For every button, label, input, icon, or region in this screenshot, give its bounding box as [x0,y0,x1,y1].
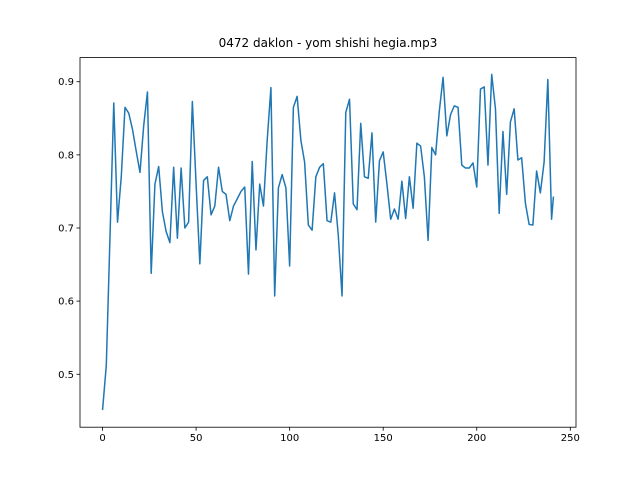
plot-frame [79,57,577,428]
x-tick-label: 0 [99,433,105,444]
y-tick-label: 0.7 [58,223,74,234]
y-tick-label: 0.5 [58,370,74,381]
y-tick-label: 0.8 [58,150,74,161]
y-tick-label: 0.6 [58,297,74,308]
x-tick-label: 150 [374,433,393,444]
x-tick-label: 100 [280,433,299,444]
x-tick-label: 200 [467,433,486,444]
data-line [101,73,555,411]
x-tick-label: 50 [190,433,203,444]
chart-title: 0472 daklon - yom shishi hegia.mp3 [219,36,438,50]
x-tick-label: 250 [561,433,580,444]
y-tick-label: 0.9 [58,77,74,88]
